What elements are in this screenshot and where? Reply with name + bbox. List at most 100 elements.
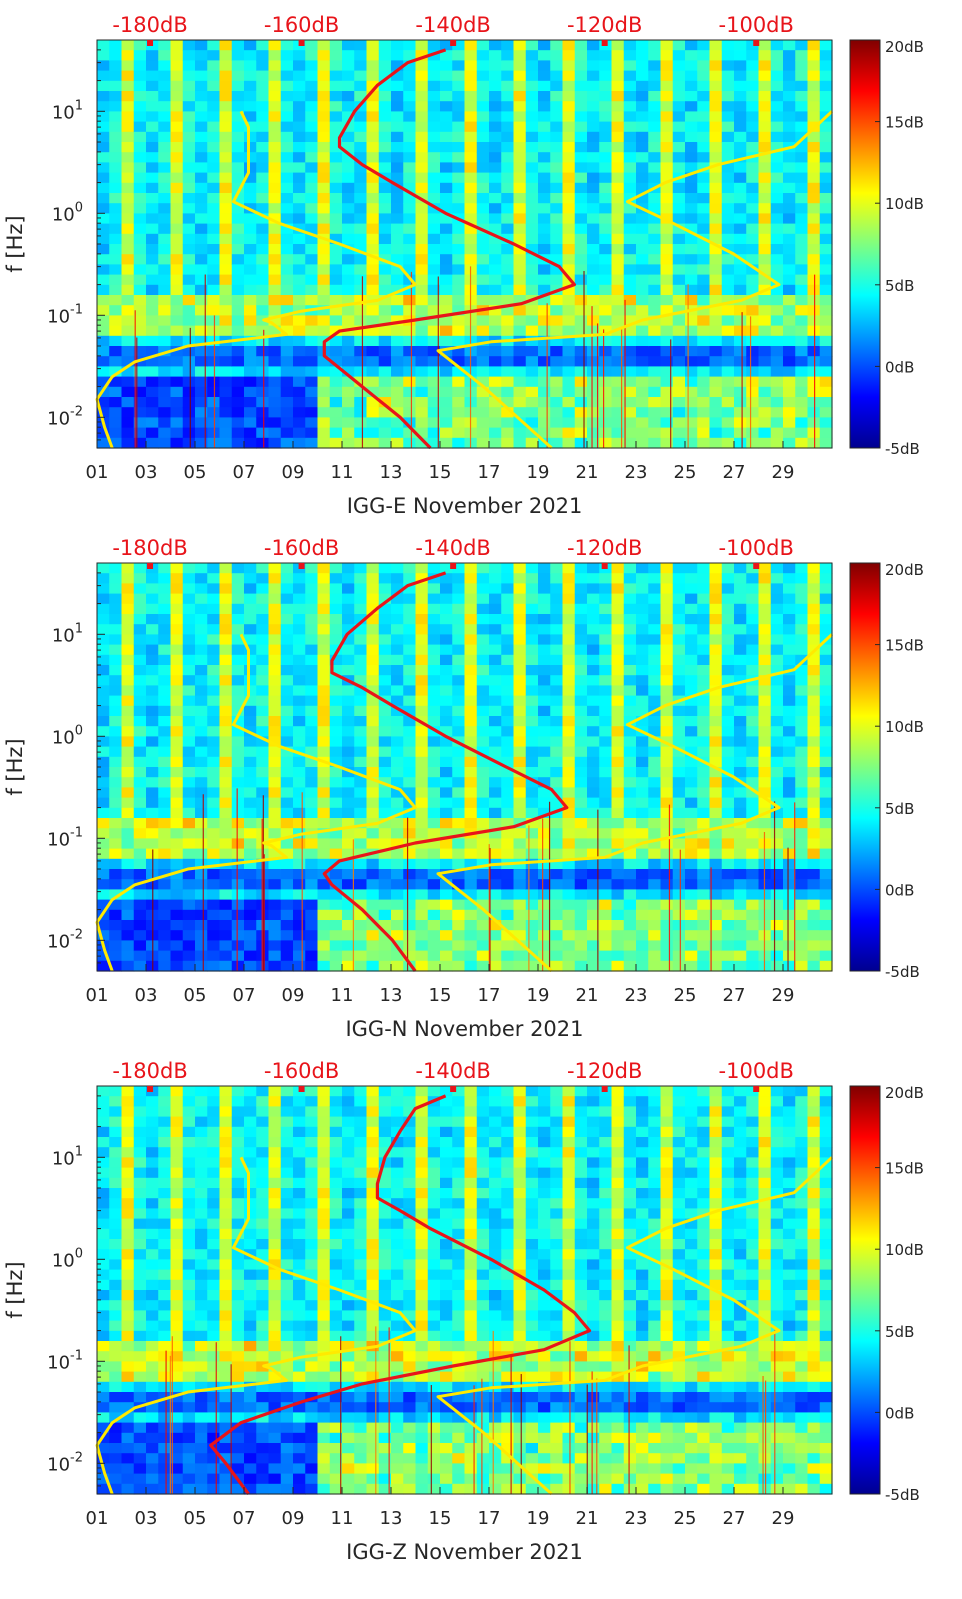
heatmap-cell bbox=[231, 366, 245, 378]
heatmap-cell bbox=[734, 858, 747, 870]
heatmap-cell bbox=[721, 254, 735, 265]
heatmap-cell bbox=[452, 305, 466, 316]
heatmap-cell bbox=[354, 899, 368, 911]
heatmap-cell bbox=[538, 80, 551, 92]
heatmap-cell bbox=[807, 705, 821, 717]
heatmap-cell bbox=[562, 634, 576, 646]
heatmap-cell bbox=[562, 131, 576, 143]
heatmap-cell bbox=[819, 756, 833, 768]
heatmap-cell bbox=[770, 603, 784, 615]
heatmap-cell bbox=[513, 172, 527, 184]
heatmap-cell bbox=[807, 930, 821, 941]
heatmap-cell bbox=[525, 203, 539, 214]
heatmap-cell bbox=[513, 675, 527, 686]
heatmap-cell bbox=[538, 909, 551, 921]
heatmap-cell bbox=[538, 614, 551, 625]
heatmap-cell bbox=[293, 284, 306, 296]
heatmap-cell bbox=[452, 376, 466, 388]
heatmap-cell bbox=[709, 603, 723, 615]
heatmap-cell bbox=[819, 142, 833, 153]
heatmap-cell bbox=[795, 264, 809, 276]
heatmap-cell bbox=[219, 756, 233, 768]
heatmap-cell bbox=[97, 767, 110, 778]
heatmap-cell bbox=[158, 644, 172, 656]
heatmap-cell bbox=[244, 614, 257, 625]
heatmap-cell bbox=[293, 152, 306, 163]
heatmap-cell bbox=[415, 675, 429, 686]
heatmap-cell bbox=[342, 614, 355, 625]
heatmap-cell bbox=[672, 162, 686, 174]
heatmap-cell bbox=[305, 101, 319, 112]
heatmap-cell bbox=[354, 777, 368, 788]
heatmap-cell bbox=[734, 675, 747, 686]
heatmap-cell bbox=[378, 274, 392, 286]
heatmap-cell bbox=[133, 91, 147, 102]
heatmap-cell bbox=[219, 716, 233, 727]
heatmap-cell bbox=[623, 305, 637, 316]
heatmap-cell bbox=[440, 705, 453, 717]
heatmap-cell bbox=[734, 356, 747, 367]
heatmap-cell bbox=[354, 644, 368, 656]
heatmap-cell bbox=[513, 634, 527, 646]
heatmap-cell bbox=[758, 121, 772, 133]
heatmap-cell bbox=[819, 644, 833, 656]
heatmap-cell bbox=[452, 366, 466, 378]
heatmap-cell bbox=[170, 950, 184, 962]
heatmap-cell bbox=[182, 315, 196, 327]
heatmap-cell bbox=[538, 950, 551, 962]
heatmap-cell bbox=[795, 787, 809, 799]
heatmap-cell bbox=[97, 40, 110, 51]
heatmap-cell bbox=[280, 644, 294, 656]
heatmap-cell bbox=[121, 121, 135, 133]
heatmap-cell bbox=[219, 777, 233, 788]
heatmap-cell bbox=[219, 675, 233, 686]
heatmap-cell bbox=[807, 397, 821, 408]
heatmap-cell bbox=[195, 695, 208, 707]
heatmap-cell bbox=[231, 899, 245, 911]
heatmap-cell bbox=[525, 756, 539, 768]
heatmap-cell bbox=[305, 675, 319, 686]
heatmap-cell bbox=[734, 101, 747, 112]
heatmap-cell bbox=[97, 111, 110, 123]
heatmap-cell bbox=[317, 193, 331, 204]
heatmap-cell bbox=[783, 305, 796, 316]
heatmap-cell bbox=[195, 203, 208, 214]
heatmap-cell bbox=[770, 325, 784, 337]
heatmap-cell bbox=[476, 121, 490, 133]
heatmap-cell bbox=[807, 685, 821, 697]
heatmap-cell bbox=[378, 50, 392, 61]
heatmap-cell bbox=[366, 736, 380, 748]
heatmap-cell bbox=[342, 437, 355, 449]
heatmap-cell bbox=[366, 386, 380, 398]
heatmap-cell bbox=[734, 80, 747, 92]
heatmap-cell bbox=[807, 665, 821, 676]
heatmap-cell bbox=[819, 233, 833, 245]
heatmap-cell bbox=[501, 366, 515, 378]
heatmap-cell bbox=[366, 909, 380, 921]
heatmap-cell bbox=[427, 726, 441, 737]
heatmap-cell bbox=[538, 50, 551, 61]
heatmap-cell bbox=[452, 899, 466, 911]
heatmap-cell bbox=[807, 838, 821, 850]
heatmap-cell bbox=[721, 767, 735, 778]
heatmap-cell bbox=[244, 91, 257, 102]
heatmap-cell bbox=[342, 407, 355, 418]
heatmap-cell bbox=[219, 142, 233, 153]
heatmap-cell bbox=[734, 756, 747, 768]
heatmap-cell bbox=[415, 624, 429, 635]
heatmap-cell bbox=[721, 182, 735, 194]
heatmap-cell bbox=[660, 767, 674, 778]
heatmap-cell bbox=[672, 675, 686, 686]
heatmap-cell bbox=[721, 274, 735, 286]
heatmap-cell bbox=[293, 142, 306, 153]
heatmap-cell bbox=[734, 315, 747, 327]
heatmap-cell bbox=[660, 665, 674, 676]
heatmap-cell bbox=[256, 91, 270, 102]
heatmap-cell bbox=[721, 315, 735, 327]
heatmap-cell bbox=[452, 787, 466, 799]
heatmap-cell bbox=[403, 152, 417, 163]
heatmap-cell bbox=[195, 675, 208, 686]
heatmap-cell bbox=[721, 909, 735, 921]
heatmap-cell bbox=[391, 50, 404, 61]
heatmap-cell bbox=[293, 50, 306, 61]
